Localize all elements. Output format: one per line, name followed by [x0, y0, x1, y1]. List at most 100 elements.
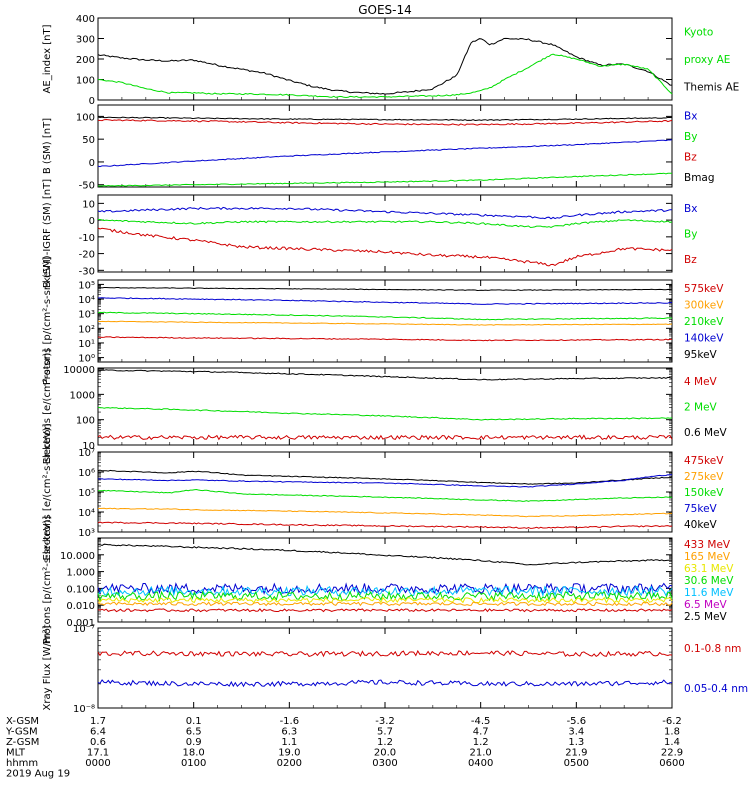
legend-electrons_kev-1: 275keV	[684, 471, 724, 483]
orbit-value-0-1: 0.1	[186, 716, 202, 727]
legend-protons_mev-5: 6.5 MeV	[684, 599, 728, 611]
legend-ae-2: Themis AE	[683, 81, 739, 93]
legend-protons_kev-1: 300keV	[684, 300, 724, 312]
legend-protons_mev-2: 63.1 MeV	[684, 563, 734, 575]
ylabel-electrons_kev: Electrons [e/(cm²-s-sr-keV)]	[42, 423, 53, 560]
orbit-row-label-1: Y-GSM	[5, 727, 38, 738]
panel-frame-electrons_mev	[97, 367, 673, 446]
ytick-label-protons_mev-2: 0.100	[66, 584, 95, 595]
orbit-value-3-4: 21.0	[470, 748, 492, 759]
ylabel-bigrf: B (SM)-IGRF (SM) [nT]	[42, 179, 53, 288]
series-ae-0	[97, 37, 672, 95]
ylabel-electrons_mev: Electrons [e/(cm²-s-sr)]	[42, 349, 53, 465]
ytick-label-protons_kev-3: 10³	[78, 310, 95, 321]
legend-protons_kev-0: 575keV	[684, 283, 724, 295]
legend-electrons_kev-2: 150keV	[684, 487, 724, 499]
orbit-value-0-6: -6.2	[662, 716, 682, 727]
orbit-value-4-1: 0100	[181, 758, 206, 769]
orbit-value-4-6: 0600	[659, 758, 684, 769]
ytick-label-ae-0: 0	[89, 96, 95, 107]
series-bigrf-0	[97, 206, 673, 220]
ytick-label-protons_mev-1: 0.010	[66, 601, 95, 612]
series-electrons_kev-1	[97, 474, 673, 488]
panel-frame-protons_kev	[97, 279, 673, 363]
ytick-label-electrons_kev-4: 10⁷	[78, 448, 95, 459]
legend-protons_kev-2: 210keV	[684, 316, 724, 328]
panel-frame-protons_mev	[97, 537, 673, 623]
ylabel-protons_kev: Protons [p/(cm²-s-sr-keV)]	[42, 257, 53, 385]
ytick-label-electrons_kev-1: 10⁴	[78, 508, 95, 519]
orbit-value-0-5: -5.6	[567, 716, 587, 727]
series-xray-0	[97, 649, 673, 658]
ytick-label-ae-4: 400	[76, 14, 95, 25]
ylabel-protons_mev: Protons [p/(cm²-s-sr-keV)]	[42, 516, 53, 644]
orbit-value-2-1: 0.9	[186, 737, 202, 748]
ytick-label-electrons_kev-2: 10⁵	[78, 488, 95, 499]
legend-protons_kev-4: 95keV	[684, 349, 718, 361]
orbit-row-label-2: Z-GSM	[6, 737, 39, 748]
ytick-label-bigrf-3: 0	[89, 216, 95, 227]
legend-protons_kev-3: 140keV	[684, 332, 724, 344]
orbit-value-3-1: 18.0	[183, 748, 205, 759]
series-electrons_kev-4	[97, 521, 673, 529]
ytick-label-ae-3: 300	[76, 35, 95, 46]
ytick-label-electrons_kev-0: 10³	[78, 528, 95, 539]
legend-bsm-1: By	[684, 131, 697, 143]
series-protons_mev-5	[97, 601, 673, 607]
orbit-value-0-2: -1.6	[280, 716, 300, 727]
ytick-label-protons_kev-2: 10²	[78, 324, 95, 335]
legend-bigrf-1: By	[684, 229, 697, 241]
orbit-value-1-5: 3.4	[568, 727, 584, 738]
series-bsm-2	[97, 139, 673, 168]
orbit-row-label-3: MLT	[6, 748, 26, 759]
orbit-value-3-5: 21.9	[565, 748, 587, 759]
legend-bsm-0: Bx	[684, 110, 697, 122]
series-electrons_kev-3	[97, 507, 673, 518]
orbit-value-1-4: 4.7	[473, 727, 489, 738]
orbit-value-2-6: 1.4	[664, 737, 680, 748]
panel-frame-xray	[97, 627, 673, 709]
orbit-value-4-3: 0300	[372, 758, 397, 769]
ytick-label-xray-1: 10⁻⁷	[73, 624, 95, 635]
series-bigrf-2	[97, 227, 673, 267]
series-electrons_kev-0	[97, 469, 673, 485]
ytick-label-bsm-3: 100	[76, 112, 95, 123]
legend-electrons_kev-0: 475keV	[684, 455, 724, 467]
legend-protons_mev-4: 11.6 MeV	[684, 587, 734, 599]
legend-protons_mev-0: 433 MeV	[684, 539, 731, 551]
orbit-value-2-0: 0.6	[90, 737, 106, 748]
legend-protons_mev-6: 2.5 MeV	[684, 611, 728, 623]
series-protons_mev-0	[97, 543, 673, 566]
orbit-value-0-4: -4.5	[471, 716, 491, 727]
series-electrons_mev-1	[97, 406, 673, 421]
series-electrons_kev-2	[97, 488, 672, 502]
legend-bigrf-0: Bx	[684, 203, 697, 215]
series-ae-1	[98, 53, 673, 99]
ytick-label-bsm-0: -50	[79, 181, 95, 192]
series-protons_mev-1	[97, 582, 673, 596]
series-protons_kev-4	[97, 336, 673, 342]
orbit-value-2-4: 1.2	[473, 737, 489, 748]
legend-bsm-3: Bmag	[684, 172, 715, 184]
series-protons_kev-0	[97, 287, 673, 292]
legend-protons_mev-1: 165 MeV	[684, 551, 731, 563]
orbit-value-2-5: 1.3	[568, 737, 584, 748]
ytick-label-bigrf-4: 10	[82, 199, 95, 210]
ytick-label-electrons_kev-3: 10⁶	[78, 468, 95, 479]
legend-electrons_kev-4: 40keV	[684, 519, 718, 531]
orbit-value-3-6: 22.9	[661, 748, 683, 759]
series-protons_mev-4	[97, 596, 673, 604]
ytick-label-bsm-2: 50	[82, 135, 95, 146]
series-bsm-1	[97, 118, 673, 126]
legend-xray-0: 0.1-0.8 nm	[684, 643, 741, 655]
ytick-label-bsm-1: 0	[89, 158, 95, 169]
series-electrons_mev-2	[97, 434, 673, 441]
orbit-value-4-2: 0200	[277, 758, 302, 769]
series-bsm-0	[97, 116, 673, 122]
orbit-value-1-3: 5.7	[377, 727, 393, 738]
ylabel-bsm: B (SM) [nT]	[42, 118, 53, 174]
legend-xray-1: 0.05-0.4 nm	[684, 683, 748, 695]
ytick-label-protons_mev-3: 1.000	[66, 568, 95, 579]
